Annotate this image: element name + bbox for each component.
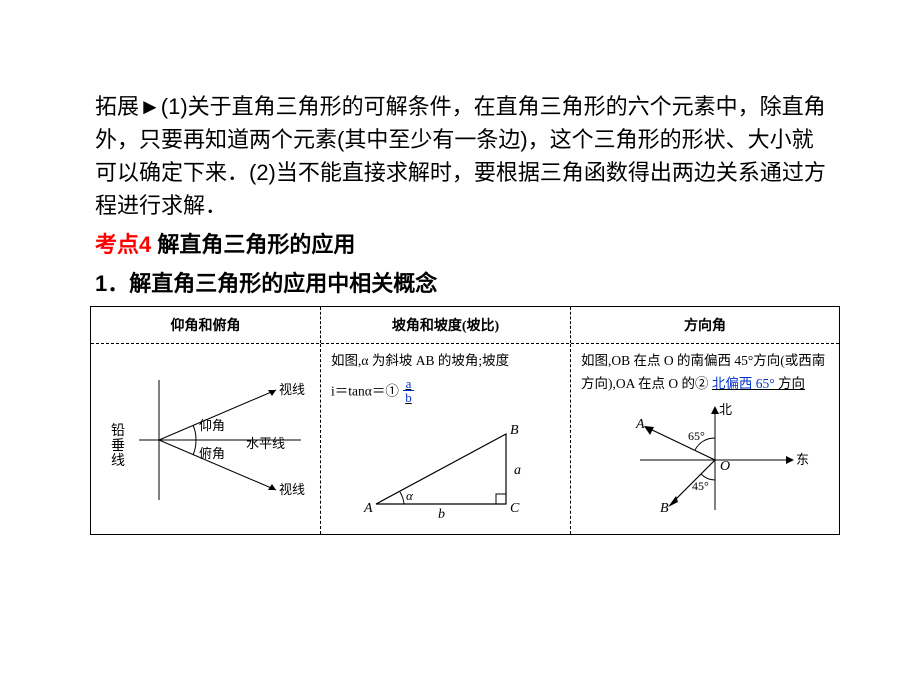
label-a: a <box>514 463 521 478</box>
label-B-bearing: B <box>660 501 669 516</box>
bearing-desc: 如图,OB 在点 O 的南偏西 45°方向(或西南方向),OA 在点 O 的② … <box>581 350 829 396</box>
cell-slope: 如图,α 为斜坡 AB 的坡角;坡度 i＝tanα＝① a b A B C a … <box>321 344 571 534</box>
slide-content: 拓展►(1)关于直角三角形的可解条件，在直角三角形的六个元素中，除直角外，只要再… <box>0 0 920 535</box>
label-horizontal: 水平线 <box>246 436 285 451</box>
label-C: C <box>510 501 520 516</box>
header-bearing: 方向角 <box>571 307 839 343</box>
label-A: A <box>363 501 373 516</box>
bearing-blank-answer: 北偏西 65° <box>712 376 775 391</box>
label-45deg: 45° <box>692 479 709 493</box>
label-O: O <box>720 459 730 474</box>
concepts-table: 仰角和俯角 坡角和坡度(坡比) 方向角 铅 垂 线 <box>90 306 840 535</box>
slope-ratio-blank: a b <box>402 377 415 404</box>
slope-desc-line1: 如图,α 为斜坡 AB 的坡角;坡度 <box>331 350 560 373</box>
slope-formula-prefix: i＝tanα＝① <box>331 384 402 399</box>
label-b: b <box>438 507 445 522</box>
svg-text:垂: 垂 <box>111 438 125 454</box>
slope-diagram: A B C a b α <box>346 414 546 524</box>
kaodian-title: 解直角三角形的应用 <box>151 232 355 257</box>
kaodian-heading: 考点4 解直角三角形的应用 <box>95 228 830 261</box>
bearing-text-suffix: 方向 <box>775 376 805 391</box>
label-north: 北 <box>719 402 732 417</box>
label-elevation-angle: 仰角 <box>199 418 225 433</box>
label-65deg: 65° <box>688 429 705 443</box>
cell-bearing: 如图,OB 在点 O 的南偏西 45°方向(或西南方向),OA 在点 O 的② … <box>571 344 839 534</box>
svg-text:线: 线 <box>111 453 125 469</box>
frac-numerator: a <box>403 377 415 391</box>
paragraph-extension: 拓展►(1)关于直角三角形的可解条件，在直角三角形的六个元素中，除直角外，只要再… <box>95 90 830 222</box>
label-sight-up: 视线 <box>279 382 305 397</box>
label-B: B <box>510 423 519 438</box>
sub-heading: 1．解直角三角形的应用中相关概念 <box>95 267 830 300</box>
table-header-row: 仰角和俯角 坡角和坡度(坡比) 方向角 <box>91 307 839 344</box>
label-alpha: α <box>406 488 414 503</box>
header-elevation: 仰角和俯角 <box>91 307 321 343</box>
label-vertical: 铅 <box>111 423 125 439</box>
slope-formula-line: i＝tanα＝① a b <box>331 379 560 406</box>
header-slope: 坡角和坡度(坡比) <box>321 307 571 343</box>
elevation-diagram: 铅 垂 线 仰角 俯角 水平线 视线 视线 <box>101 350 311 520</box>
kaodian-label: 考点4 <box>95 232 151 257</box>
label-depression-angle: 俯角 <box>199 446 225 461</box>
bearing-diagram: 北 东 O A B 65° 45° <box>600 400 810 520</box>
label-east: 东 <box>796 452 809 467</box>
cell-elevation: 铅 垂 线 仰角 俯角 水平线 视线 视线 <box>91 344 321 534</box>
table-body-row: 铅 垂 线 仰角 俯角 水平线 视线 视线 如图,α 为斜坡 AB 的坡角;坡度… <box>91 344 839 534</box>
label-sight-down: 视线 <box>279 482 305 497</box>
frac-denominator: b <box>402 391 415 404</box>
label-A-bearing: A <box>635 417 645 432</box>
